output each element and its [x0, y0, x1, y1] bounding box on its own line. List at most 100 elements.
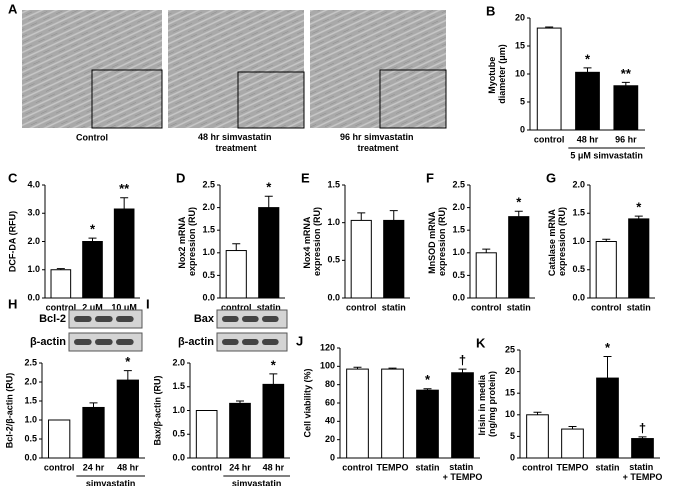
x-tick-label: 24 hr: [229, 462, 251, 472]
error-bar: [389, 210, 398, 221]
y-tick-label: 0.0: [327, 292, 340, 302]
y-tick-label: 2.0: [24, 376, 37, 386]
y-tick-label: 3.0: [27, 208, 40, 218]
inset: [237, 71, 305, 129]
error-bar: [634, 215, 643, 219]
blot-band: [242, 316, 259, 322]
x-tick-label: statin + TEMPO: [623, 462, 663, 482]
x-tick-label: statin: [415, 462, 439, 472]
x-tick-label: 48 hr: [263, 462, 285, 472]
blot-band: [74, 316, 92, 322]
image-caption: Control: [76, 132, 108, 142]
y-tick-label: 1.0: [572, 236, 585, 246]
bar: [596, 377, 619, 459]
y-tick-label: 20: [515, 12, 525, 22]
error-bar: [232, 243, 241, 251]
significance-marker: *: [271, 357, 277, 372]
error-bar: [56, 268, 65, 270]
y-axis-title: Bax/β-actin (RU): [152, 375, 162, 445]
y-tick-label: 0.0: [202, 292, 215, 302]
error-bar: [388, 367, 397, 370]
y-tick-label: 1.0: [452, 247, 465, 257]
panel-letter: J: [296, 333, 303, 348]
y-tick-label: 120: [320, 342, 335, 352]
y-tick-label: 1.0: [27, 264, 40, 274]
significance-marker: †: [459, 353, 466, 368]
significance-marker: **: [119, 181, 130, 196]
bar: [48, 419, 71, 459]
x-tick-label: control: [591, 302, 622, 312]
y-axis-title: Cell viability (%): [302, 368, 312, 437]
y-tick-label: 0: [330, 452, 335, 462]
y-tick-label: 15: [505, 388, 515, 398]
y-axis-title: DCF-DA (RFU): [7, 211, 17, 272]
error-bar: [545, 26, 554, 29]
bar: [561, 428, 584, 459]
x-tick-label: control: [534, 134, 565, 144]
significance-marker: **: [621, 66, 632, 81]
y-tick-label: 4.0: [27, 179, 40, 189]
panel-letter: H: [8, 296, 17, 311]
error-bar: [583, 67, 592, 73]
blot-band: [222, 316, 239, 322]
y-tick-label: 1.0: [202, 247, 215, 257]
bar: [526, 414, 549, 459]
image-caption: 96 hr simvastatin treatment: [340, 132, 416, 153]
x-tick-label: 10 uM: [111, 302, 137, 312]
significance-marker: *: [266, 180, 272, 195]
panel-letter: E: [301, 170, 310, 185]
y-tick-label: 2.0: [172, 357, 185, 367]
error-bar: [514, 210, 523, 217]
bar: [451, 372, 474, 459]
bar: [575, 71, 600, 131]
bar: [628, 218, 650, 299]
error-bar: [638, 436, 647, 439]
y-tick-label: 40: [325, 416, 335, 426]
y-tick-label: 20: [505, 366, 515, 376]
x-tick-label: statin + TEMPO: [443, 462, 483, 482]
group-label: 5 μM simvastatin: [570, 150, 643, 160]
error-bar: [357, 212, 366, 221]
error-bar: [236, 400, 244, 404]
y-tick-label: 2.5: [452, 179, 465, 189]
x-tick-label: statin: [257, 302, 281, 312]
y-tick-label: 2.0: [27, 236, 40, 246]
x-tick-label: statin: [382, 302, 406, 312]
y-tick-label: 1.0: [24, 414, 37, 424]
blot-band: [95, 316, 113, 322]
blot-band: [262, 316, 279, 322]
x-tick-label: TEMPO: [376, 462, 408, 472]
y-tick-label: 2.0: [452, 202, 465, 212]
x-tick-label: statin: [595, 462, 619, 472]
bar: [383, 219, 405, 299]
y-tick-label: 1.5: [572, 208, 585, 218]
bar: [50, 269, 72, 299]
y-tick-label: 15: [515, 40, 525, 50]
blot-band: [116, 339, 134, 345]
y-tick-label: 25: [505, 344, 515, 354]
y-tick-label: 0.5: [572, 264, 585, 274]
y-tick-label: 0.5: [327, 255, 340, 265]
blot-band: [74, 339, 92, 345]
y-tick-label: 0: [520, 124, 525, 134]
y-tick-label: 0.5: [172, 429, 185, 439]
error-bar: [269, 373, 278, 385]
y-tick-label: 80: [325, 379, 335, 389]
blot-label: Bcl-2: [39, 313, 66, 325]
y-axis-title: MnSOD mRNA expression (RU): [427, 207, 447, 276]
x-tick-label: statin: [627, 302, 651, 312]
y-tick-label: 0.0: [452, 292, 465, 302]
bar: [416, 389, 439, 459]
error-bar: [482, 248, 491, 253]
y-tick-label: 1.0: [172, 405, 185, 415]
x-tick-label: 48 hr: [117, 462, 139, 472]
x-tick-label: control: [522, 462, 553, 472]
y-tick-label: 1.5: [327, 179, 340, 189]
blot-band: [222, 339, 239, 345]
panel-letter: G: [546, 170, 556, 185]
y-tick-label: 0.5: [452, 270, 465, 280]
inset: [91, 69, 163, 129]
y-axis-title: Bcl-2/β-actin (RU): [4, 373, 14, 449]
bar: [229, 402, 251, 459]
